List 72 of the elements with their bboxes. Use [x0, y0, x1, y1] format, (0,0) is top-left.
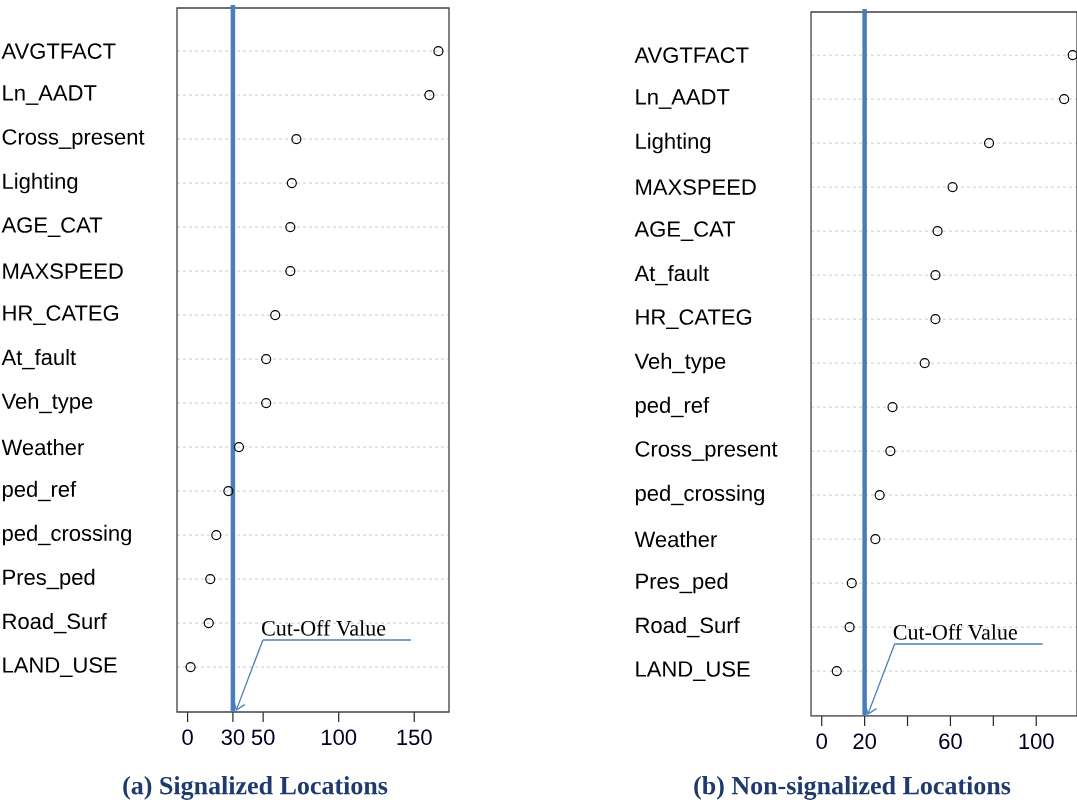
- y-tick-label: HR_CATEG: [636, 309, 752, 329]
- y-tick-label: MAXSPEED: [3, 263, 123, 279]
- point: [291, 134, 302, 145]
- y-tick-label: LAND_USE: [3, 657, 117, 677]
- point: [433, 46, 444, 57]
- point: [885, 446, 896, 457]
- point: [286, 178, 297, 189]
- text: (a) Signalized Locations: [123, 776, 388, 800]
- y-tick-label: Road_Surf: [636, 616, 740, 638]
- point: [947, 182, 958, 193]
- y-tick-label: Weather: [634, 531, 717, 548]
- x-tick-label: 100: [1019, 733, 1054, 750]
- y-tick-label: At_fault: [634, 264, 709, 286]
- y-tick-label: Weather: [1, 439, 84, 456]
- y-tick-label: Lighting: [636, 132, 711, 154]
- y-tick-label: ped_crossing: [2, 524, 131, 546]
- point: [211, 530, 222, 541]
- point: [983, 138, 995, 149]
- x-tick-label: 100: [322, 729, 357, 746]
- point: [930, 270, 941, 281]
- y-tick-label: AVGTFACT: [1, 43, 116, 59]
- point: [233, 442, 245, 453]
- y-tick-label: ped_crossing: [635, 484, 764, 506]
- point: [874, 490, 885, 501]
- x-tick-label: 20: [853, 733, 876, 750]
- point: [831, 666, 842, 677]
- point: [270, 310, 281, 321]
- x-tick-label: 0: [182, 729, 193, 746]
- text: (b) Non-signalized Locations: [694, 776, 1011, 800]
- y-tick-label: Veh_type: [634, 352, 726, 374]
- point: [932, 226, 943, 237]
- point: [887, 402, 898, 413]
- y-tick-label: MAXSPEED: [636, 179, 756, 195]
- point: [844, 622, 855, 633]
- point: [285, 222, 296, 233]
- x-tick-label: 150: [397, 729, 432, 746]
- y-tick-label: ped_ref: [635, 396, 710, 418]
- point: [223, 486, 234, 497]
- ref-line-label: Cut-Off Value: [893, 623, 1017, 640]
- point: [846, 578, 857, 589]
- y-tick-label: Lighting: [3, 172, 78, 194]
- y-tick-label: HR_CATEG: [3, 305, 119, 325]
- point: [261, 398, 272, 409]
- point: [261, 354, 272, 365]
- y-tick-label: Pres_ped: [3, 568, 95, 590]
- x-tick-label: 30: [221, 729, 245, 746]
- y-tick-label: Road_Surf: [3, 612, 107, 634]
- x-tick-label: 50: [251, 729, 275, 746]
- y-tick-label: Veh_type: [1, 392, 93, 414]
- y-tick-label: Cross_present: [635, 441, 778, 462]
- point: [1059, 94, 1070, 105]
- y-tick-label: AGE_CAT: [1, 217, 103, 237]
- point: [185, 662, 196, 673]
- y-tick-label: AGE_CAT: [634, 221, 736, 241]
- point: [203, 618, 214, 629]
- y-tick-label: Ln_AADT: [636, 89, 730, 109]
- y-tick-label: ped_ref: [2, 480, 77, 502]
- point: [930, 314, 941, 325]
- y-tick-label: Cross_present: [2, 129, 145, 150]
- point: [285, 266, 296, 277]
- y-tick-label: Ln_AADT: [3, 85, 97, 105]
- y-tick-label: AVGTFACT: [634, 47, 749, 63]
- x-tick-label: 0: [816, 733, 827, 750]
- point: [919, 358, 930, 369]
- point: [424, 90, 435, 101]
- point: [205, 574, 216, 585]
- y-tick-label: At_fault: [1, 348, 76, 370]
- y-tick-label: Pres_ped: [636, 572, 728, 594]
- x-tick-label: 60: [939, 733, 962, 750]
- point: [870, 534, 881, 545]
- ref-line-label: Cut-Off Value: [262, 619, 386, 636]
- y-tick-label: LAND_USE: [636, 661, 750, 681]
